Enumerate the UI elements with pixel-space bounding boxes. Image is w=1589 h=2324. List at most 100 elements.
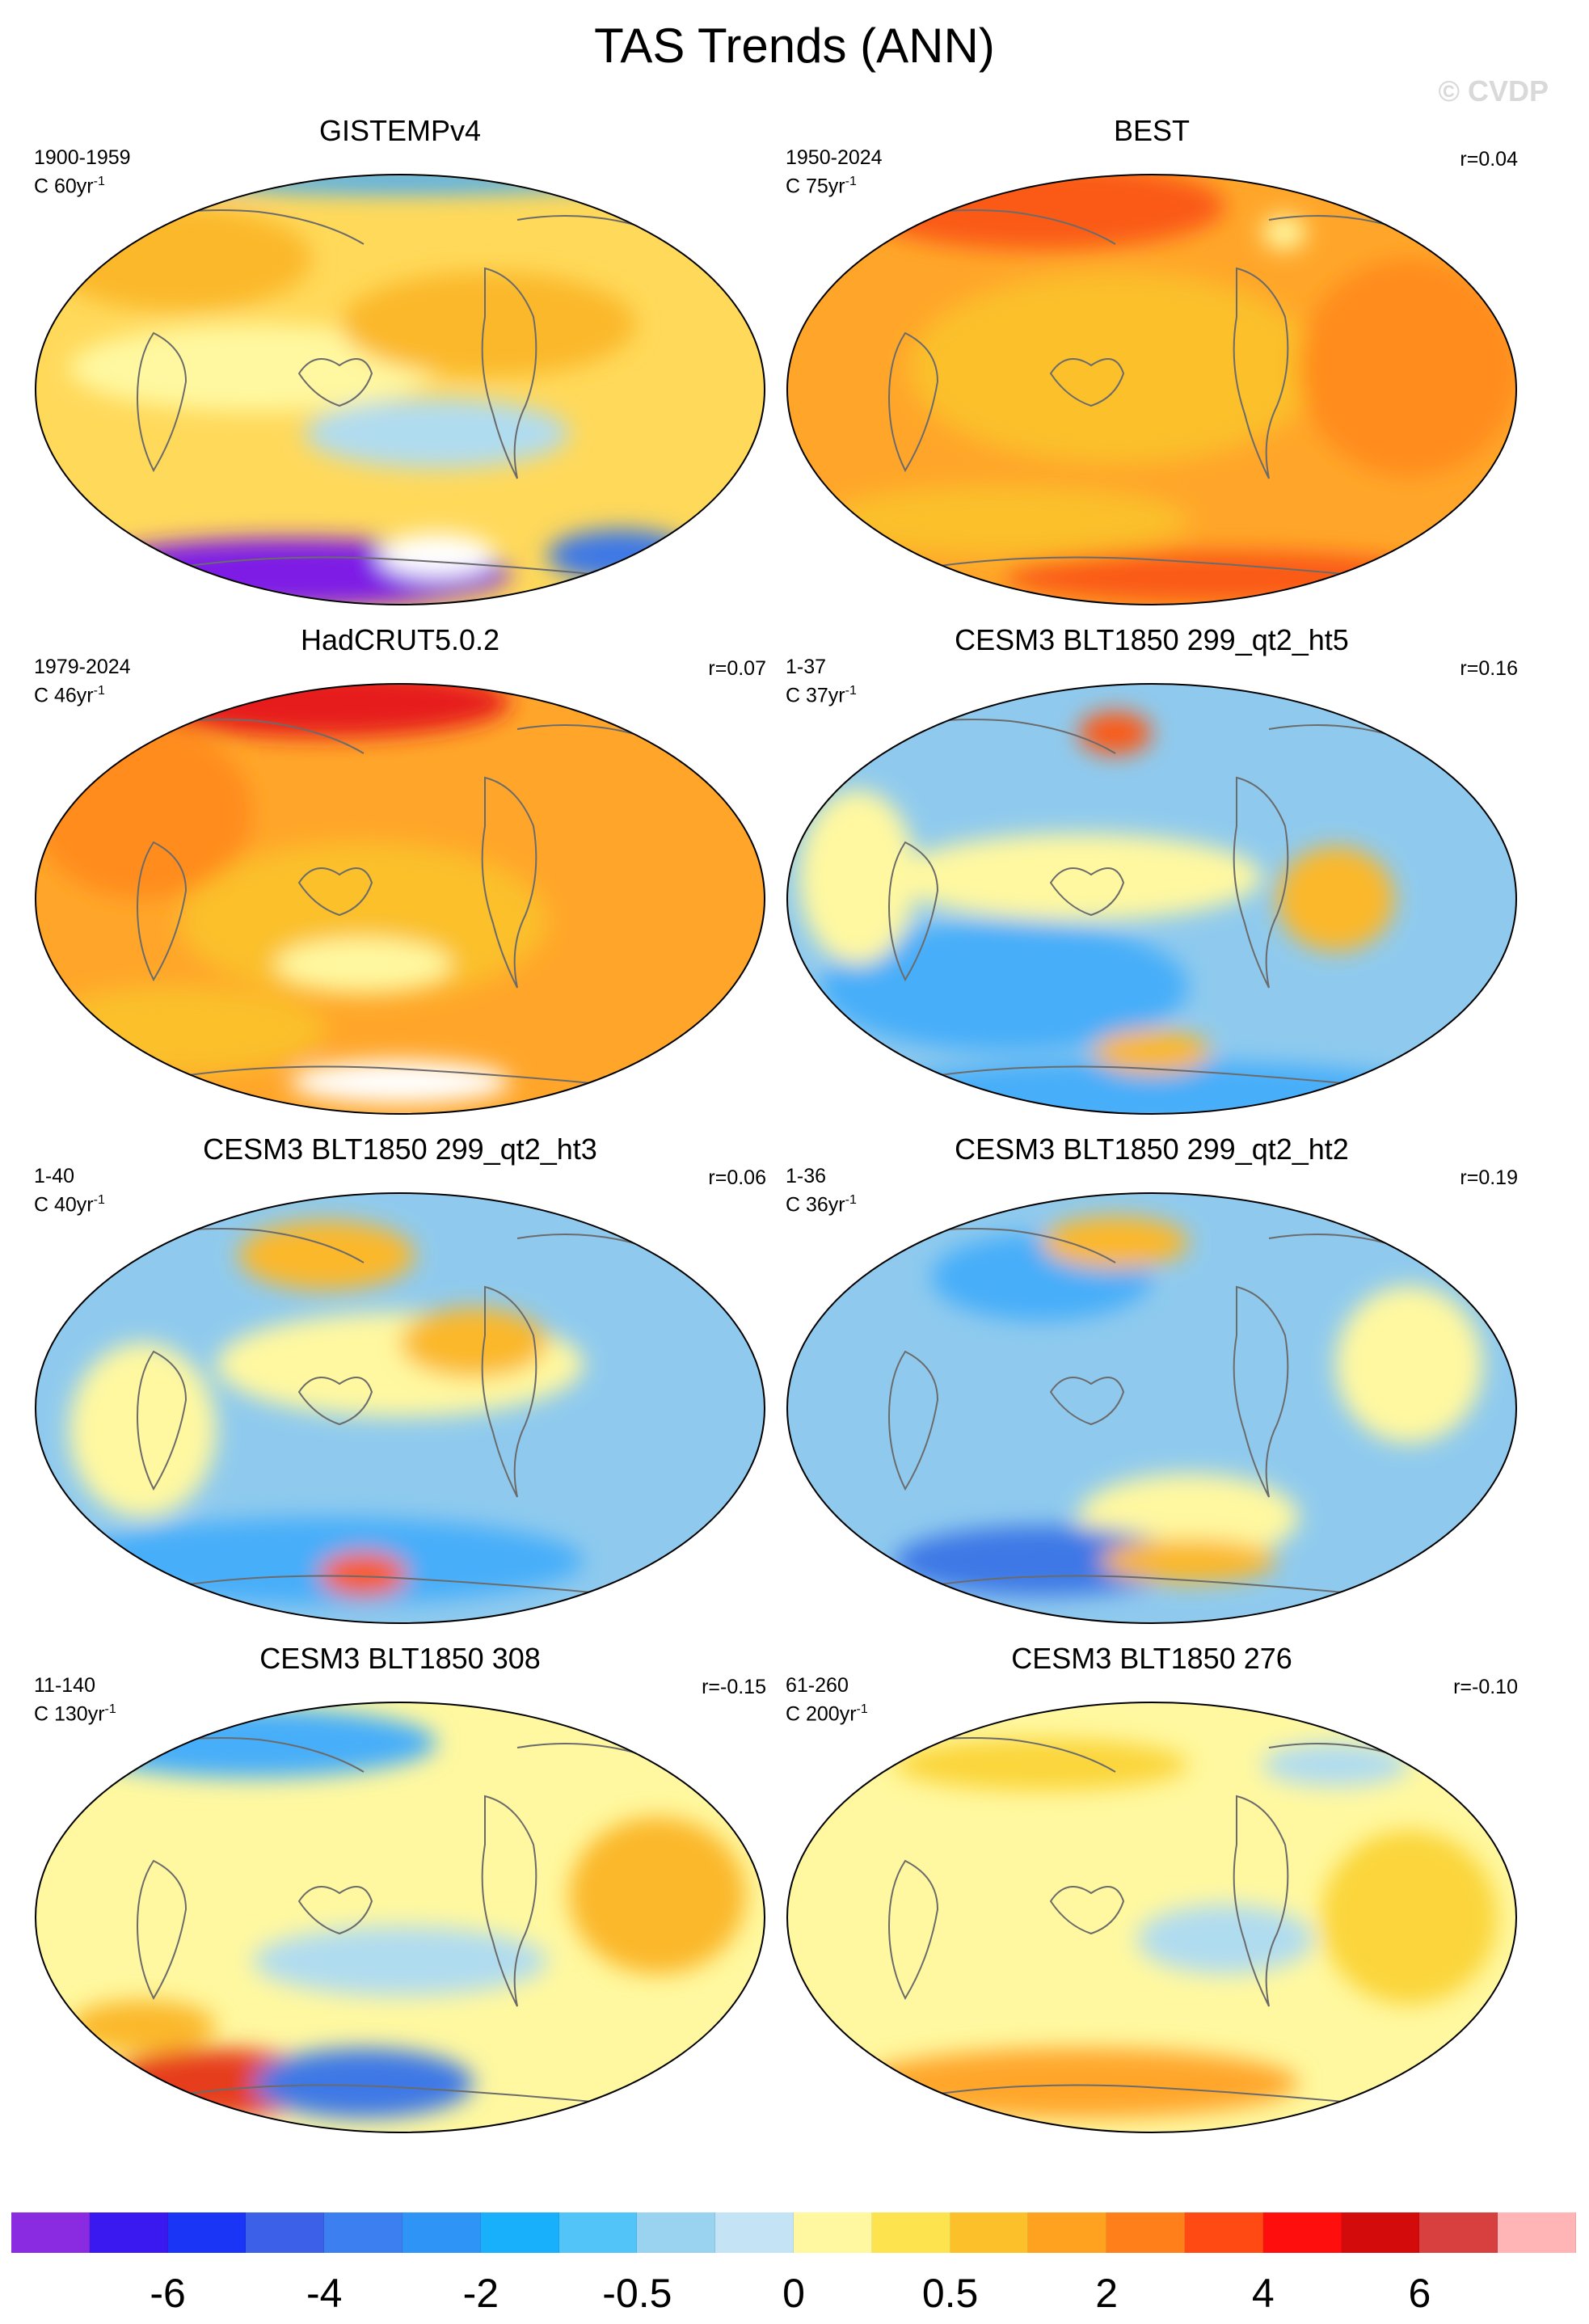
colorbar-swatch xyxy=(950,2212,1029,2253)
trend-anomaly-region xyxy=(304,398,570,469)
map-border xyxy=(786,683,1517,1115)
map-border xyxy=(786,174,1517,605)
map-panel: CESM3 BLT1850 299_qt2_ht5 1-37 C 37yr-1 r=0… xyxy=(776,624,1528,1125)
colorbar-tick-label: -4 xyxy=(306,2271,343,2316)
map-border xyxy=(35,1702,765,2133)
coastline xyxy=(887,331,939,473)
trend-anomaly-region xyxy=(238,1220,415,1291)
coastline xyxy=(887,1350,939,1491)
panel-trend-unit: C 60yr-1 xyxy=(34,175,105,198)
coastline xyxy=(887,1859,939,2001)
trend-anomaly-region xyxy=(858,2048,1299,2119)
panel-metadata: 11-140 C 130yr-1 xyxy=(34,1673,116,1726)
panel-trend-unit: C 36yr-1 xyxy=(786,1193,857,1217)
trend-anomaly-region xyxy=(894,1738,1189,1791)
colorbar-swatch xyxy=(715,2212,794,2253)
robinson-map xyxy=(35,683,765,1115)
coastline xyxy=(297,1377,373,1426)
trend-anomaly-region xyxy=(289,1060,511,1104)
robinson-map xyxy=(786,1702,1517,2133)
trend-anomaly-region xyxy=(820,485,1189,556)
trend-anomaly-region xyxy=(1335,1285,1483,1444)
trend-anomaly-region xyxy=(1321,1830,1498,2005)
colorbar-swatch xyxy=(480,2212,559,2253)
panel-correlation: r=0.06 xyxy=(708,1166,766,1189)
map-panel: GISTEMPv4 1900-1959 C 60yr-1 xyxy=(24,115,776,616)
panel-metadata: 1-40 C 40yr-1 xyxy=(34,1164,105,1217)
panel-trend-unit: C 130yr-1 xyxy=(34,1702,116,1726)
panel-correlation: r=-0.10 xyxy=(1453,1676,1518,1698)
trend-anomaly-region xyxy=(400,1307,547,1378)
panel-trend-unit: C 200yr-1 xyxy=(786,1702,868,1726)
panel-correlation: r=0.07 xyxy=(708,657,766,680)
panel-trend-unit: C 75yr-1 xyxy=(786,175,857,198)
trend-anomaly-region xyxy=(36,986,327,1073)
trend-anomaly-region xyxy=(547,529,694,582)
panel-metadata: 1979-2024 C 46yr-1 xyxy=(34,655,131,707)
panel-period: 1-37 xyxy=(786,656,827,678)
coastline xyxy=(1233,1795,1289,2007)
colorbar-swatch xyxy=(1262,2212,1342,2253)
panel-period: 11-140 xyxy=(34,1674,95,1697)
colorbar-tick-label: 2 xyxy=(1095,2271,1119,2316)
colorbar-swatch xyxy=(89,2212,168,2253)
colorbar-tick-label: 0 xyxy=(782,2271,805,2316)
trend-anomaly-region xyxy=(179,841,547,1000)
panel-metadata: 1900-1959 C 60yr-1 xyxy=(34,146,131,198)
map-panel: BEST 1950-2024 C 75yr-1 r=0.04 xyxy=(776,115,1528,616)
panel-period: 1900-1959 xyxy=(34,146,131,169)
panel-title: CESM3 BLT1850 299_qt2_ht5 xyxy=(955,623,1349,656)
trend-anomaly-region xyxy=(1276,846,1395,951)
panel-metadata: 1-36 C 36yr-1 xyxy=(786,1164,857,1217)
robinson-map xyxy=(786,174,1517,605)
trend-anomaly-region xyxy=(799,790,917,964)
colorbar-swatch xyxy=(1106,2212,1185,2253)
panel-title: CESM3 BLT1850 299_qt2_ht3 xyxy=(203,1132,597,1166)
panel-period: 1-40 xyxy=(34,1165,75,1187)
panel-period: 1-36 xyxy=(786,1165,827,1187)
trend-anomaly-region xyxy=(894,1525,1189,1596)
panel-trend-unit: C 37yr-1 xyxy=(786,684,857,707)
trend-anomaly-region xyxy=(569,1816,746,1975)
panel-title: CESM3 BLT1850 299_qt2_ht2 xyxy=(955,1132,1349,1166)
panel-metadata: 1-37 C 37yr-1 xyxy=(786,655,857,707)
colorbar-swatch xyxy=(871,2212,950,2253)
coastline xyxy=(1049,358,1125,407)
colorbar-labels: -6 -4 -2 -0.5 0 0.5 2 4 6 xyxy=(11,2270,1576,2318)
robinson-map xyxy=(786,683,1517,1115)
panel-period: 1950-2024 xyxy=(786,146,883,169)
colorbar-tick-label: -2 xyxy=(462,2271,499,2316)
map-panel: HadCRUT5.0.2 1979-2024 C 46yr-1 r=0.07 xyxy=(24,624,776,1125)
colorbar-swatch xyxy=(558,2212,638,2253)
trend-anomaly-region xyxy=(253,1925,547,1997)
colorbar-swatch xyxy=(1341,2212,1420,2253)
coastline xyxy=(1233,1285,1289,1498)
map-border xyxy=(786,1702,1517,2133)
coastline xyxy=(1049,1886,1125,1935)
robinson-map xyxy=(35,174,765,605)
panel-title: GISTEMPv4 xyxy=(318,114,482,147)
coastline xyxy=(136,1859,188,2001)
coastline xyxy=(481,1795,537,2007)
map-border xyxy=(35,1192,765,1624)
robinson-map xyxy=(35,1702,765,2133)
trend-anomaly-region xyxy=(69,1343,217,1517)
panel-title: HadCRUT5.0.2 xyxy=(300,623,500,656)
trend-anomaly-region xyxy=(1262,215,1307,251)
coastline xyxy=(136,841,188,982)
trend-anomaly-region xyxy=(36,724,253,899)
coastline xyxy=(1233,267,1289,479)
panel-correlation: r=0.19 xyxy=(1460,1166,1518,1189)
trend-anomaly-region xyxy=(253,2048,474,2119)
trend-anomaly-region xyxy=(1262,1743,1410,1786)
panel-period: 1979-2024 xyxy=(34,656,131,678)
trend-anomaly-region xyxy=(1136,1904,1314,1975)
colorbar-tick-label: -6 xyxy=(150,2271,186,2316)
trend-anomaly-region xyxy=(1078,711,1152,755)
trend-anomaly-region xyxy=(894,833,1262,921)
colorbar-swatch xyxy=(324,2212,403,2253)
trend-anomaly-region xyxy=(179,175,621,194)
map-panel: CESM3 BLT1850 308 11-140 C 130yr-1 r=-0.15 xyxy=(24,1643,776,2144)
colorbar-swatch xyxy=(167,2212,247,2253)
coastline xyxy=(1233,776,1289,989)
